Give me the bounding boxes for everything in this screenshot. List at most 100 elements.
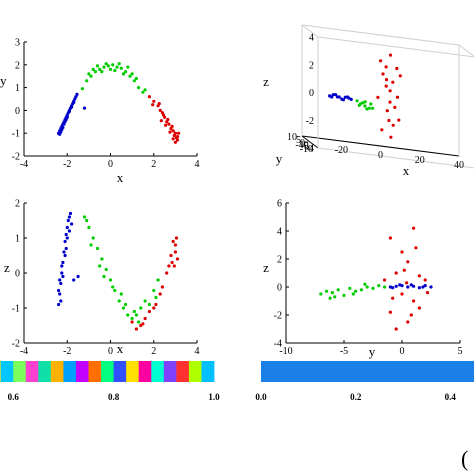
p3-point: [147, 309, 151, 314]
p1-point: [161, 113, 166, 117]
cb1-tick-label: 1.0: [208, 392, 220, 402]
p2-point: [391, 80, 395, 84]
p1-point: [106, 64, 110, 68]
p3-y-tick-label: 1: [15, 234, 20, 245]
p3-point: [62, 250, 66, 254]
p4-y-tick-label: 2: [277, 255, 282, 266]
p3-point: [57, 288, 61, 293]
p4-point: [423, 284, 427, 288]
p3-point: [85, 218, 89, 223]
p2-box-edge: [317, 147, 474, 169]
p3-point: [154, 295, 158, 300]
p1-point: [104, 62, 108, 66]
p1-point: [98, 67, 102, 71]
p4-point: [363, 282, 367, 286]
p1-point: [93, 70, 97, 74]
p2-point: [395, 66, 399, 71]
p1-marks: [57, 62, 181, 144]
p2-point: [380, 128, 384, 132]
p3-point: [175, 257, 180, 261]
p4-x-tick-label: 5: [458, 346, 463, 357]
p3-point: [89, 243, 93, 247]
p3-point: [147, 302, 151, 307]
p2-point: [391, 123, 395, 127]
p3-point: [68, 211, 73, 216]
p3-point: [64, 232, 68, 237]
p4-point: [377, 284, 381, 288]
p4-point: [394, 284, 398, 288]
p4-point: [429, 285, 433, 289]
p3-x-tick-label: -2: [63, 346, 71, 357]
p4-point: [391, 296, 395, 300]
p2-point: [367, 106, 371, 110]
p2-point: [333, 93, 338, 97]
p4-point: [421, 285, 425, 289]
p2-x-tick-label: 0: [378, 150, 383, 161]
p4-point: [400, 250, 404, 254]
p3-x-tick-label: 4: [195, 346, 200, 357]
p4-point: [406, 320, 410, 324]
p4-point: [365, 285, 369, 289]
p4-point: [336, 288, 340, 292]
p1-point: [168, 130, 172, 134]
p4-xlabel: y: [369, 344, 376, 359]
p3-point: [152, 306, 156, 310]
p4-point: [388, 236, 392, 240]
p3-point: [167, 264, 171, 268]
p4-y-tick-label: 0: [277, 283, 282, 294]
p4-point: [391, 286, 395, 290]
p3-point: [67, 229, 71, 233]
p3-point: [165, 271, 169, 275]
corner-glyph: (: [461, 446, 468, 471]
p4-point: [383, 285, 387, 289]
p1-point: [170, 124, 174, 128]
colorbar-right: 0.0 0.2 0.4: [255, 361, 474, 402]
cb1-segment: [101, 361, 114, 382]
p3-point: [76, 274, 80, 279]
p1-point: [173, 140, 177, 144]
p1-point: [143, 88, 147, 92]
cb1-segment: [151, 361, 165, 382]
p3-point: [66, 218, 70, 223]
p4-point: [383, 278, 387, 282]
p2-point: [385, 109, 389, 113]
p2-z-tick-label: 0: [309, 88, 314, 99]
p2-box-edge: [301, 24, 319, 38]
p2-x-tick-label: -40: [295, 140, 308, 151]
p2-point: [379, 59, 383, 63]
p3-ylabel: z: [4, 260, 10, 275]
p3-y-tick-label: -2: [12, 339, 20, 350]
p4-point: [388, 310, 392, 314]
p3-point: [60, 264, 64, 268]
p4-point: [423, 278, 427, 282]
p3-point: [59, 281, 63, 286]
p1-point: [75, 92, 79, 96]
cb2-tick-label: 0.2: [350, 392, 362, 402]
p1-point: [113, 68, 117, 73]
p3-point: [143, 316, 147, 321]
p2-y-tick-label: 0: [300, 138, 305, 149]
p3-x-tick-label: 0: [108, 346, 113, 357]
p2-point: [389, 135, 393, 139]
p3-point: [58, 292, 62, 296]
p4-point: [342, 293, 346, 297]
p1-point: [58, 132, 62, 136]
p2-point: [345, 95, 350, 99]
p2-point: [331, 93, 335, 97]
p1-point: [137, 86, 141, 90]
cb2-segment: [261, 361, 474, 382]
p3-point: [57, 302, 61, 307]
p3-point: [143, 299, 147, 303]
p3-point: [65, 236, 69, 240]
p4-point: [412, 226, 416, 230]
p4-point: [412, 299, 416, 303]
p4-point: [319, 292, 323, 296]
p1-point: [157, 102, 161, 106]
p2-z-tick-label: -4: [306, 144, 314, 155]
p4-ylabel: z: [263, 260, 269, 275]
p4-point: [333, 295, 337, 299]
p3-point: [82, 215, 87, 219]
cb1-segment: [13, 361, 27, 382]
